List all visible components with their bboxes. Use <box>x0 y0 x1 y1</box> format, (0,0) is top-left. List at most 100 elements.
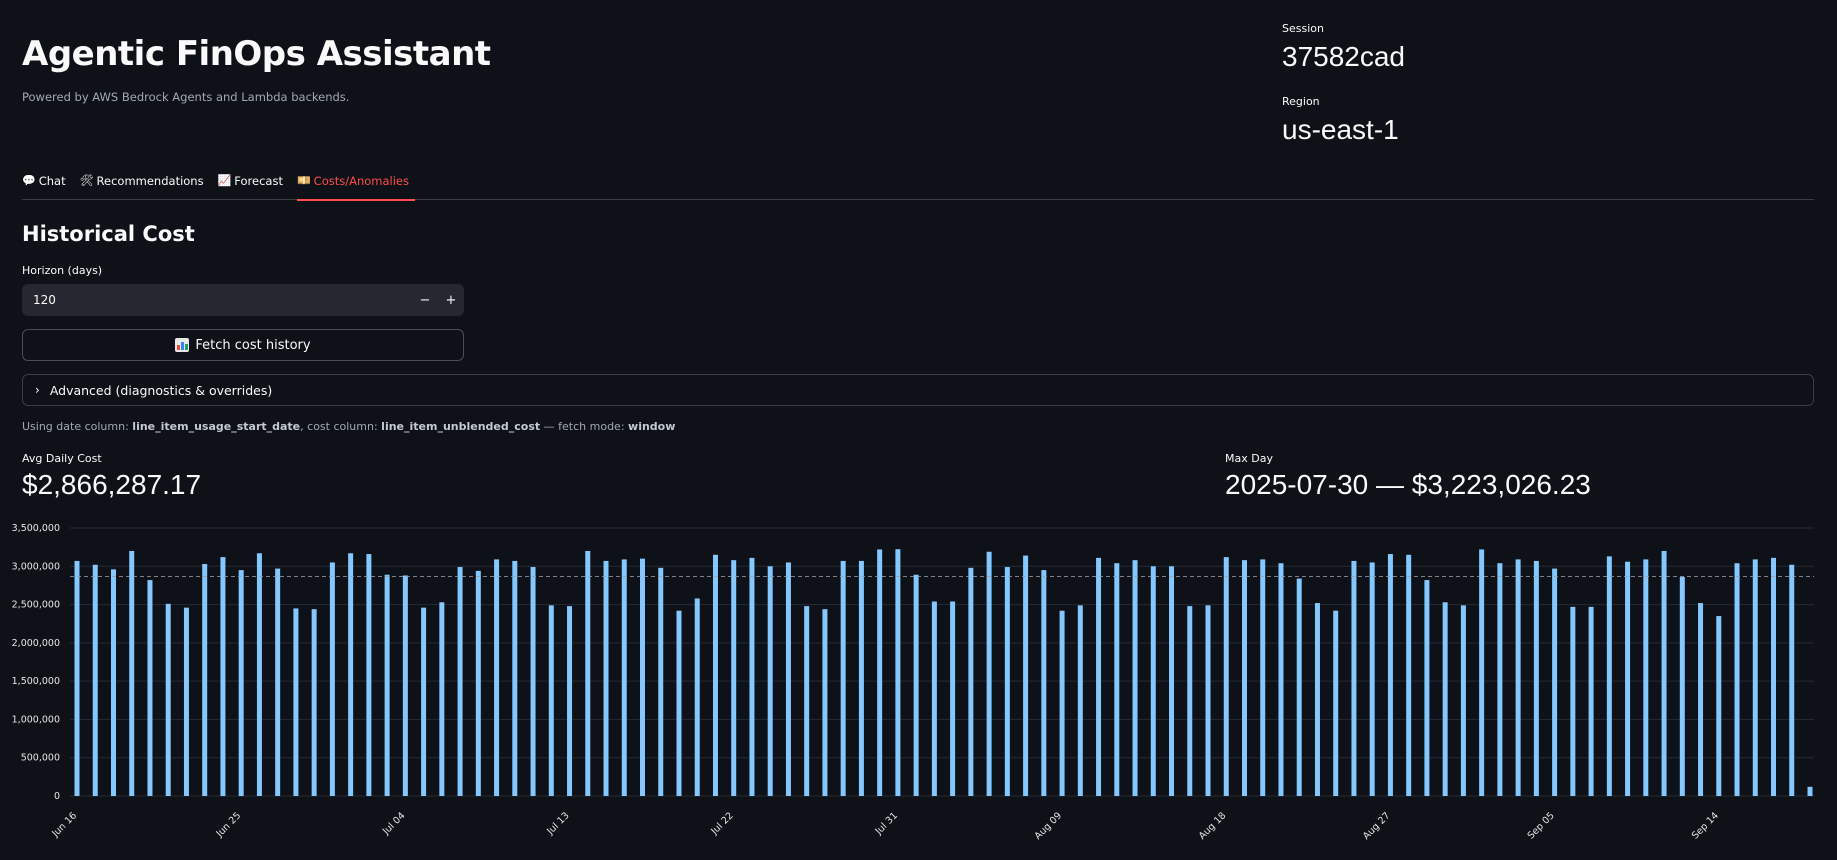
section-title: Historical Cost <box>22 222 195 246</box>
session-label: Session <box>1282 22 1324 35</box>
x-tick-label: Sep 05 <box>1526 810 1557 841</box>
horizon-label: Horizon (days) <box>22 264 103 277</box>
bar-chart-icon <box>175 338 190 352</box>
cost-bar <box>1588 606 1594 796</box>
cost-bar <box>603 560 609 796</box>
avg-label: Avg Daily Cost <box>22 452 102 465</box>
cost-bar <box>1077 605 1083 796</box>
y-tick-label: 1,500,000 <box>12 676 60 687</box>
cost-bar <box>165 603 171 796</box>
fetch-cost-history-button[interactable]: Fetch cost history <box>22 329 464 361</box>
horizon-value[interactable]: 120 <box>33 293 56 307</box>
cost-bar <box>1205 605 1211 796</box>
cost-bar <box>694 598 700 796</box>
region-label: Region <box>1282 95 1320 108</box>
cost-bar <box>1296 578 1302 796</box>
cost-bar <box>749 557 755 796</box>
tab-costs-anomalies[interactable]: 💴 Costs/Anomalies <box>296 172 416 201</box>
cost-bar <box>1023 555 1029 796</box>
cost-bar <box>1132 560 1138 796</box>
cost-bar <box>238 570 244 796</box>
cost-bar <box>567 606 573 796</box>
cost-bar <box>822 609 828 796</box>
caption-text: — fetch mode: <box>540 420 629 433</box>
cost-bar <box>1424 580 1430 796</box>
cost-bar <box>1716 616 1722 796</box>
cost-bar <box>1406 554 1412 796</box>
cost-bar <box>74 560 80 796</box>
fetch-button-label: Fetch cost history <box>195 337 311 353</box>
cost-bar <box>1169 566 1175 796</box>
cost-bar <box>402 575 408 796</box>
cost-bar <box>585 550 591 796</box>
y-tick-label: 2,000,000 <box>12 638 60 649</box>
cost-bar <box>1041 570 1047 796</box>
cost-bar <box>1679 577 1685 796</box>
tab-forecast[interactable]: 📈 Forecast <box>218 172 289 199</box>
cost-bar <box>220 557 226 796</box>
fetch-mode: window <box>628 420 676 433</box>
x-tick-label: Aug 09 <box>1033 810 1065 842</box>
cost-bar <box>968 567 974 796</box>
advanced-expander[interactable]: › Advanced (diagnostics & overrides) <box>22 374 1814 406</box>
cost-bar <box>1314 603 1320 796</box>
y-tick-label: 3,500,000 <box>12 523 60 534</box>
tab-label: Forecast <box>234 174 283 188</box>
y-tick-label: 2,500,000 <box>12 600 60 611</box>
cost-bar <box>858 560 864 796</box>
x-tick-label: Aug 27 <box>1361 810 1393 842</box>
cost-bar <box>1661 550 1667 796</box>
daily-cost-bar-chart[interactable]: 0 500,000 1,000,000 1,500,000 2,000,000 2,500… <box>0 516 1837 860</box>
expander-label: Advanced (diagnostics & overrides) <box>49 382 273 398</box>
cost-bar <box>1460 605 1466 796</box>
tab-chat[interactable]: 💬 Chat <box>22 172 72 199</box>
cost-column-name: line_item_unblended_cost <box>381 420 541 433</box>
tab-recommendations[interactable]: 🛠 Recommendations <box>80 172 210 199</box>
cost-bar <box>1771 557 1777 796</box>
cost-bar <box>530 567 536 796</box>
cost-bar <box>256 553 262 796</box>
cost-bar <box>1387 554 1393 796</box>
y-tick-label: 500,000 <box>21 753 60 764</box>
cost-bar <box>1150 566 1156 796</box>
cost-bar <box>1241 560 1247 796</box>
cost-bar <box>840 560 846 796</box>
caption-text: , cost column: <box>300 420 382 433</box>
decrement-button[interactable]: − <box>419 292 431 308</box>
tab-label: Costs/Anomalies <box>313 174 410 188</box>
cost-bar <box>1789 564 1795 796</box>
max-day-metric: Max Day 2025-07-30 — $3,223,026.23 <box>1225 452 1591 501</box>
tab-label: Recommendations <box>96 174 204 188</box>
increment-button[interactable]: + <box>445 292 457 308</box>
y-tick-label: 1,000,000 <box>12 714 60 725</box>
cost-bar <box>877 549 883 796</box>
x-tick-label: Sep 14 <box>1690 810 1721 841</box>
cost-bar <box>494 559 500 796</box>
cost-bar <box>1351 560 1357 796</box>
cost-bar <box>1187 606 1193 796</box>
cost-bar <box>421 607 427 796</box>
cost-bar <box>1096 557 1102 796</box>
cost-bar <box>1260 559 1266 796</box>
cost-bar <box>950 601 956 796</box>
cost-bar <box>731 560 737 796</box>
cost-bar <box>439 602 445 796</box>
cost-bar <box>913 574 919 796</box>
cost-bar <box>767 566 773 796</box>
max-label: Max Day <box>1225 452 1273 465</box>
speech-bubble-icon: 💬 <box>22 174 36 187</box>
cost-bar <box>640 558 646 796</box>
cost-bar <box>348 553 354 796</box>
cost-bar <box>1004 567 1010 796</box>
hammer-wrench-icon: 🛠 <box>79 174 94 187</box>
money-icon: 💴 <box>296 174 311 187</box>
cost-bar <box>329 562 335 796</box>
horizon-number-input[interactable]: 120 − + <box>22 284 464 316</box>
cost-bar <box>293 608 299 796</box>
cost-bar <box>1625 561 1631 796</box>
cost-bar <box>621 559 627 796</box>
region-metric: Region us-east-1 <box>1282 95 1399 146</box>
cost-bar <box>1752 559 1758 796</box>
session-metric: Session 37582cad <box>1282 22 1405 73</box>
